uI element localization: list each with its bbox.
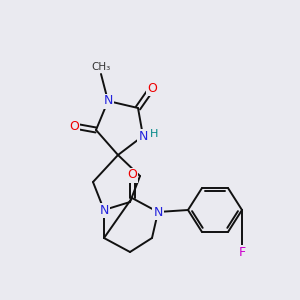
Text: H: H: [150, 129, 158, 139]
Text: N: N: [138, 130, 148, 142]
Text: O: O: [69, 119, 79, 133]
Text: N: N: [99, 203, 109, 217]
Text: CH₃: CH₃: [92, 62, 111, 72]
Text: O: O: [147, 82, 157, 94]
Text: N: N: [153, 206, 163, 218]
Text: F: F: [238, 245, 246, 259]
Text: O: O: [127, 169, 137, 182]
Text: N: N: [103, 94, 113, 107]
